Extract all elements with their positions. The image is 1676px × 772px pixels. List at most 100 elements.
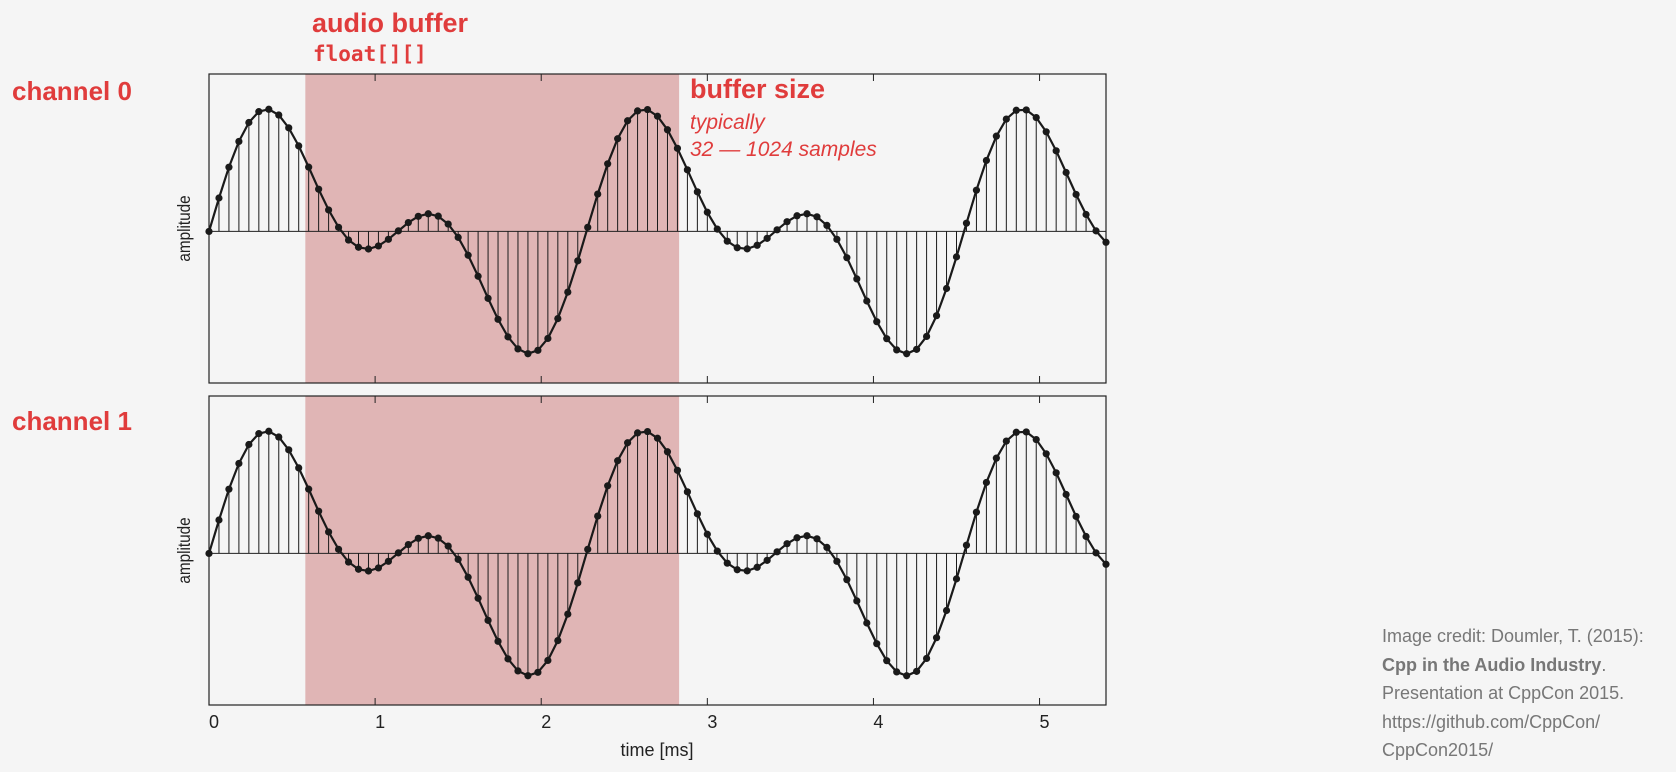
audio-buffer-title: audio buffer bbox=[312, 8, 468, 38]
sample-point bbox=[942, 606, 951, 615]
x-tick-label: 2 bbox=[541, 712, 551, 732]
sample-point bbox=[893, 346, 901, 354]
sample-point bbox=[1062, 490, 1070, 499]
buffer-highlight-region bbox=[305, 396, 680, 705]
sample-point bbox=[624, 439, 632, 447]
buffer-highlight-region bbox=[305, 74, 680, 383]
y-axis-label: amplitude bbox=[174, 195, 194, 261]
credit-line-2: Cpp in the Audio Industry. bbox=[1382, 651, 1644, 680]
sample-point bbox=[932, 634, 941, 642]
sample-point bbox=[295, 464, 303, 472]
sample-point bbox=[703, 530, 711, 538]
sample-point bbox=[494, 637, 502, 645]
sample-point bbox=[972, 508, 981, 516]
sample-point bbox=[504, 655, 512, 663]
sample-point bbox=[1082, 532, 1090, 541]
sample-point bbox=[1102, 560, 1110, 568]
sample-point bbox=[454, 555, 462, 563]
sample-point bbox=[364, 567, 373, 575]
sample-point bbox=[235, 459, 243, 468]
sample-point bbox=[773, 548, 781, 556]
sample-point bbox=[903, 672, 911, 680]
sample-point bbox=[972, 186, 981, 194]
sample-point bbox=[424, 532, 432, 540]
sample-point bbox=[614, 457, 622, 465]
x-tick-label: 4 bbox=[873, 712, 883, 732]
sample-point bbox=[354, 565, 363, 573]
sample-point bbox=[883, 657, 891, 665]
sample-point bbox=[444, 220, 452, 228]
sample-point bbox=[803, 210, 811, 218]
sample-point bbox=[564, 610, 572, 618]
sample-point bbox=[783, 218, 791, 226]
buffer-size-typically: typically bbox=[690, 111, 765, 134]
sample-point bbox=[315, 507, 323, 515]
sample-point bbox=[574, 579, 582, 587]
sample-point bbox=[354, 243, 363, 251]
sample-point bbox=[653, 434, 662, 442]
sample-point bbox=[464, 573, 472, 581]
sample-point bbox=[1072, 190, 1080, 199]
sample-point bbox=[1072, 512, 1080, 521]
sample-point bbox=[514, 667, 522, 675]
sample-point bbox=[245, 118, 253, 127]
sample-point bbox=[364, 245, 373, 253]
sample-point bbox=[374, 564, 383, 572]
sample-point bbox=[793, 534, 801, 542]
x-tick-label: 5 bbox=[1040, 712, 1050, 732]
sample-point bbox=[444, 542, 452, 550]
sample-point bbox=[853, 597, 861, 605]
sample-point bbox=[843, 254, 851, 262]
sample-point bbox=[693, 188, 701, 196]
sample-point bbox=[295, 142, 303, 150]
sample-point bbox=[1022, 428, 1030, 436]
x-tick-label: 3 bbox=[707, 712, 717, 732]
sample-point bbox=[484, 294, 492, 302]
sample-point bbox=[434, 212, 442, 220]
sample-point bbox=[474, 272, 482, 280]
sample-point bbox=[633, 107, 642, 115]
sample-point bbox=[334, 223, 343, 231]
sample-point bbox=[942, 284, 951, 293]
sample-point bbox=[245, 440, 253, 449]
sample-point bbox=[384, 557, 392, 565]
credit-line-4: https://github.com/CppCon/ bbox=[1382, 711, 1601, 732]
sample-point bbox=[494, 315, 502, 323]
sample-point bbox=[923, 654, 931, 663]
sample-point bbox=[404, 218, 412, 227]
sample-point bbox=[205, 227, 213, 236]
sample-point bbox=[305, 163, 313, 171]
sample-point bbox=[434, 534, 442, 542]
credit-line-3: Presentation at CppCon 2015. bbox=[1382, 683, 1625, 703]
sample-point bbox=[544, 334, 552, 343]
sample-point bbox=[394, 227, 402, 235]
sample-point bbox=[1002, 115, 1010, 123]
sample-point bbox=[803, 532, 811, 540]
sample-point bbox=[1012, 106, 1020, 114]
sample-point bbox=[554, 315, 562, 323]
sample-point bbox=[305, 485, 313, 493]
audio-buffer-type: float[][] bbox=[313, 42, 427, 66]
sample-point bbox=[344, 236, 353, 244]
sample-point bbox=[334, 545, 343, 553]
sample-point bbox=[384, 235, 392, 243]
sample-point bbox=[663, 448, 672, 456]
sample-point bbox=[624, 117, 632, 125]
sample-point bbox=[1042, 128, 1050, 136]
sample-point bbox=[554, 637, 562, 645]
sample-point bbox=[414, 534, 422, 542]
sample-point bbox=[265, 105, 273, 113]
sample-point bbox=[962, 541, 971, 549]
sample-point bbox=[215, 194, 223, 202]
sample-point bbox=[584, 545, 592, 553]
sample-point bbox=[783, 540, 791, 548]
sample-point bbox=[285, 446, 293, 454]
sample-point bbox=[594, 190, 602, 198]
sample-point bbox=[1052, 147, 1060, 155]
sample-point bbox=[344, 558, 353, 566]
sample-point bbox=[773, 226, 781, 234]
sample-point bbox=[604, 160, 612, 168]
sample-point bbox=[873, 318, 881, 326]
sample-point bbox=[534, 346, 542, 354]
